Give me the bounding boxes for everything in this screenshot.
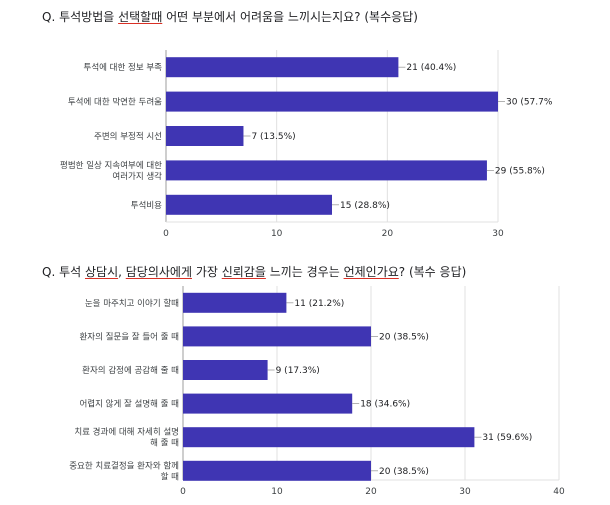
title-segment: 가장 xyxy=(192,265,222,279)
category-label: 어렵지 않게 잘 설명해 줄 때 xyxy=(79,399,179,410)
title-segment: 선택할때 xyxy=(118,10,163,24)
title-segment: 상담시 xyxy=(84,265,119,279)
category-label: 여러가지 생각 xyxy=(112,171,162,182)
bar-value-label: 29 (55.8%) xyxy=(495,166,545,176)
bar-value-label: 11 (21.2%) xyxy=(294,299,344,309)
x-tick-label: 20 xyxy=(365,487,377,497)
bar xyxy=(183,427,475,448)
title-segment: Q. 투석 xyxy=(42,265,85,279)
category-label: 눈을 마주치고 이야기 할때 xyxy=(85,298,179,309)
category-label: 평범한 일상 지속여부에 대한 xyxy=(60,160,162,171)
bar xyxy=(166,57,399,78)
bar-value-label: 21 (40.4%) xyxy=(406,63,456,73)
x-tick-label: 0 xyxy=(163,229,169,239)
category-label: 투석에 대한 막연한 두려움 xyxy=(68,97,162,108)
bar xyxy=(183,460,371,481)
category-label: 투석에 대한 정보 부족 xyxy=(84,62,163,73)
bar xyxy=(183,326,371,347)
title-segment: 신뢰감을 xyxy=(221,265,266,279)
bar-value-label: 7 (13.5%) xyxy=(251,132,295,142)
chart1-title: Q. 투석방법을 선택할때 어떤 부분에서 어려움을 느끼시는지요? (복수응답… xyxy=(42,8,418,25)
title-segment: 언제인가요 xyxy=(343,265,399,279)
title-segment: , xyxy=(118,265,126,279)
bar xyxy=(166,126,244,146)
x-tick-label: 0 xyxy=(180,487,186,497)
x-tick-label: 10 xyxy=(271,229,283,239)
bar-value-label: 9 (17.3%) xyxy=(276,366,320,376)
x-tick-label: 30 xyxy=(459,487,471,497)
bar xyxy=(166,194,332,215)
bar-value-label: 15 (28.8%) xyxy=(340,201,390,211)
bar xyxy=(183,360,268,380)
chart2-title: Q. 투석 상담시, 담당의사에게 가장 신뢰감을 느끼는 경우는 언제인가요?… xyxy=(42,263,466,280)
bar xyxy=(183,393,353,414)
bar-value-label: 31 (59.6%) xyxy=(482,433,532,443)
bar xyxy=(166,160,487,181)
x-tick-label: 30 xyxy=(492,229,504,239)
x-tick-label: 10 xyxy=(271,487,283,497)
title-segment: 담당의사에게 xyxy=(125,265,192,279)
bar-value-label: 20 (38.5%) xyxy=(379,467,429,477)
category-label: 할 때 xyxy=(161,471,180,482)
x-tick-label: 40 xyxy=(553,487,565,497)
category-label: 주변의 부정적 시선 xyxy=(94,131,162,142)
bar-value-label: 30 (57.7% xyxy=(506,98,553,108)
title-segment: 느끼는 경우는 xyxy=(265,265,344,279)
title-segment: 어떤 부분에서 어려움을 느끼시는지요? (복수응답) xyxy=(162,10,418,24)
category-label: 투석비용 xyxy=(131,200,162,211)
category-label: 중요한 치료결정을 환자와 함께 xyxy=(69,460,179,471)
title-segment: ? (복수 응답) xyxy=(398,265,467,279)
category-label: 환자의 감정에 공감해 줄 때 xyxy=(82,365,179,376)
x-tick-label: 20 xyxy=(382,229,394,239)
category-label: 환자의 질문을 잘 들어 줄 때 xyxy=(79,331,179,342)
bar-value-label: 20 (38.5%) xyxy=(379,332,429,342)
bar-value-label: 18 (34.6%) xyxy=(360,400,410,410)
category-label: 치료 경과에 대해 자세히 설명 xyxy=(74,427,179,438)
bar xyxy=(166,91,498,112)
category-label: 해 줄 때 xyxy=(150,438,179,449)
bar xyxy=(183,292,287,313)
title-segment: Q. 투석방법을 xyxy=(42,10,119,24)
